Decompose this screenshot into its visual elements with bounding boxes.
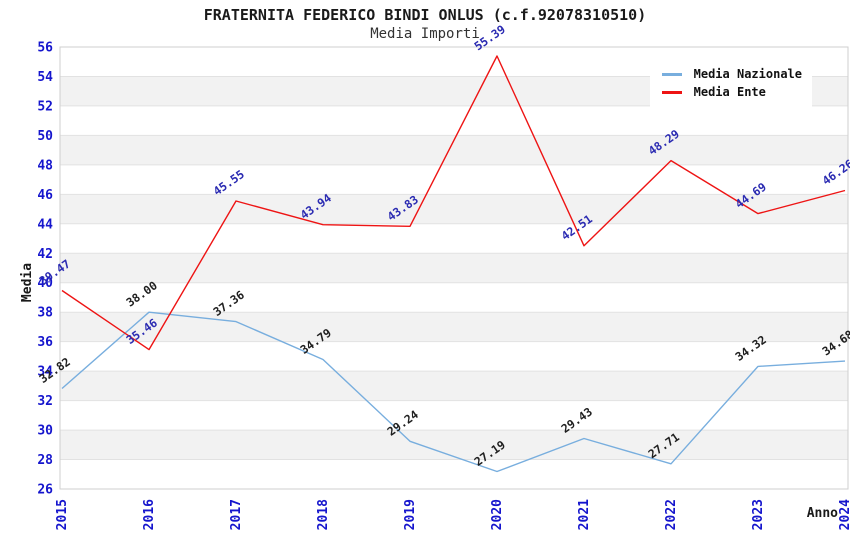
y-axis-title: Media <box>20 262 36 303</box>
legend: Media Nazionale Media Ente <box>649 56 812 110</box>
x-axis-title: Anno <box>806 506 838 521</box>
band-stripe <box>60 312 848 342</box>
band-stripe <box>60 194 848 224</box>
y-tick-label: 42 <box>37 247 53 262</box>
legend-swatch-nazionale <box>661 72 682 76</box>
x-tick-label: 2023 <box>751 499 766 530</box>
point-label: 45.55 <box>211 167 247 198</box>
legend-item-media-nazionale: Media Nazionale <box>661 67 802 81</box>
x-tick-label: 2015 <box>55 499 70 530</box>
x-tick-label: 2016 <box>142 499 157 530</box>
y-tick-label: 28 <box>37 453 53 468</box>
band-stripe <box>60 430 848 460</box>
plot-border <box>59 46 849 490</box>
band-stripe <box>60 253 848 283</box>
legend-swatch-ente <box>661 90 682 94</box>
y-tick-label: 46 <box>37 188 53 203</box>
x-tick-label: 2019 <box>403 499 418 530</box>
x-tick-label: 2024 <box>838 499 850 530</box>
y-tick-label: 34 <box>37 365 53 380</box>
y-tick-label: 36 <box>37 335 53 350</box>
series-line-media-nazionale <box>61 311 846 473</box>
y-tick-label: 52 <box>37 99 53 114</box>
x-tick-label: 2021 <box>577 499 592 530</box>
y-tick-label: 54 <box>37 70 53 85</box>
y-tick-label: 32 <box>37 394 53 409</box>
y-tick-label: 38 <box>37 306 53 321</box>
y-tick-label: 40 <box>37 276 53 291</box>
x-tick-label: 2022 <box>664 499 679 530</box>
x-tick-label: 2017 <box>229 499 244 530</box>
legend-label-ente: Media Ente <box>693 85 766 99</box>
x-tick-label: 2020 <box>490 499 505 530</box>
y-tick-label: 50 <box>37 129 53 144</box>
band-stripe <box>60 371 848 401</box>
legend-label-nazionale: Media Nazionale <box>693 67 802 81</box>
y-tick-label: 56 <box>37 41 53 56</box>
chart-subtitle: Media Importi <box>370 26 480 42</box>
x-tick-label: 2018 <box>316 499 331 530</box>
y-tick-label: 26 <box>37 483 53 498</box>
y-tick-label: 44 <box>37 217 53 232</box>
legend-item-media-ente: Media Ente <box>661 85 802 99</box>
y-tick-label: 48 <box>37 158 53 173</box>
y-tick-label: 30 <box>37 424 53 439</box>
chart-title: FRATERNITA FEDERICO BINDI ONLUS (c.f.920… <box>203 6 647 24</box>
series-line-media-ente <box>61 55 846 351</box>
